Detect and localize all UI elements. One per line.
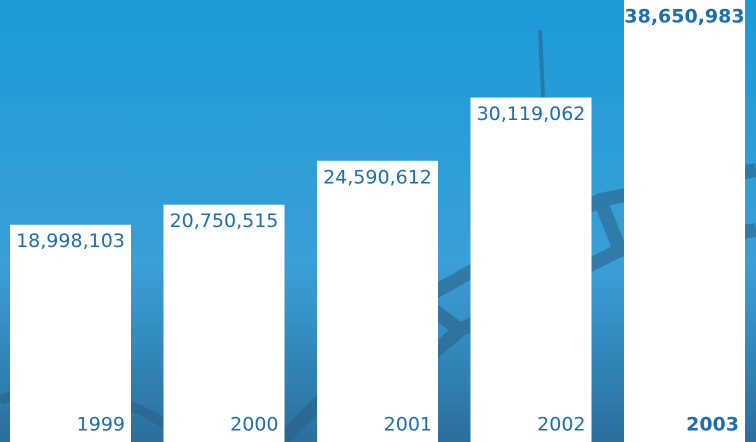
- value-label: 18,998,103: [16, 230, 125, 252]
- bar: [163, 204, 285, 442]
- x-tick-label: 2002: [537, 414, 585, 436]
- bar: [470, 97, 592, 442]
- value-label: 30,119,062: [477, 103, 586, 125]
- bar: [10, 224, 131, 442]
- bar: [317, 160, 438, 442]
- value-label: 20,750,515: [170, 210, 279, 232]
- value-label: 38,650,983: [624, 6, 744, 28]
- value-label: 24,590,612: [323, 166, 432, 188]
- x-tick-label: 1999: [77, 414, 125, 436]
- x-tick-label: 2003: [686, 414, 739, 436]
- bar: [624, 0, 745, 442]
- x-tick-label: 2001: [384, 414, 432, 436]
- x-tick-label: 2000: [230, 414, 278, 436]
